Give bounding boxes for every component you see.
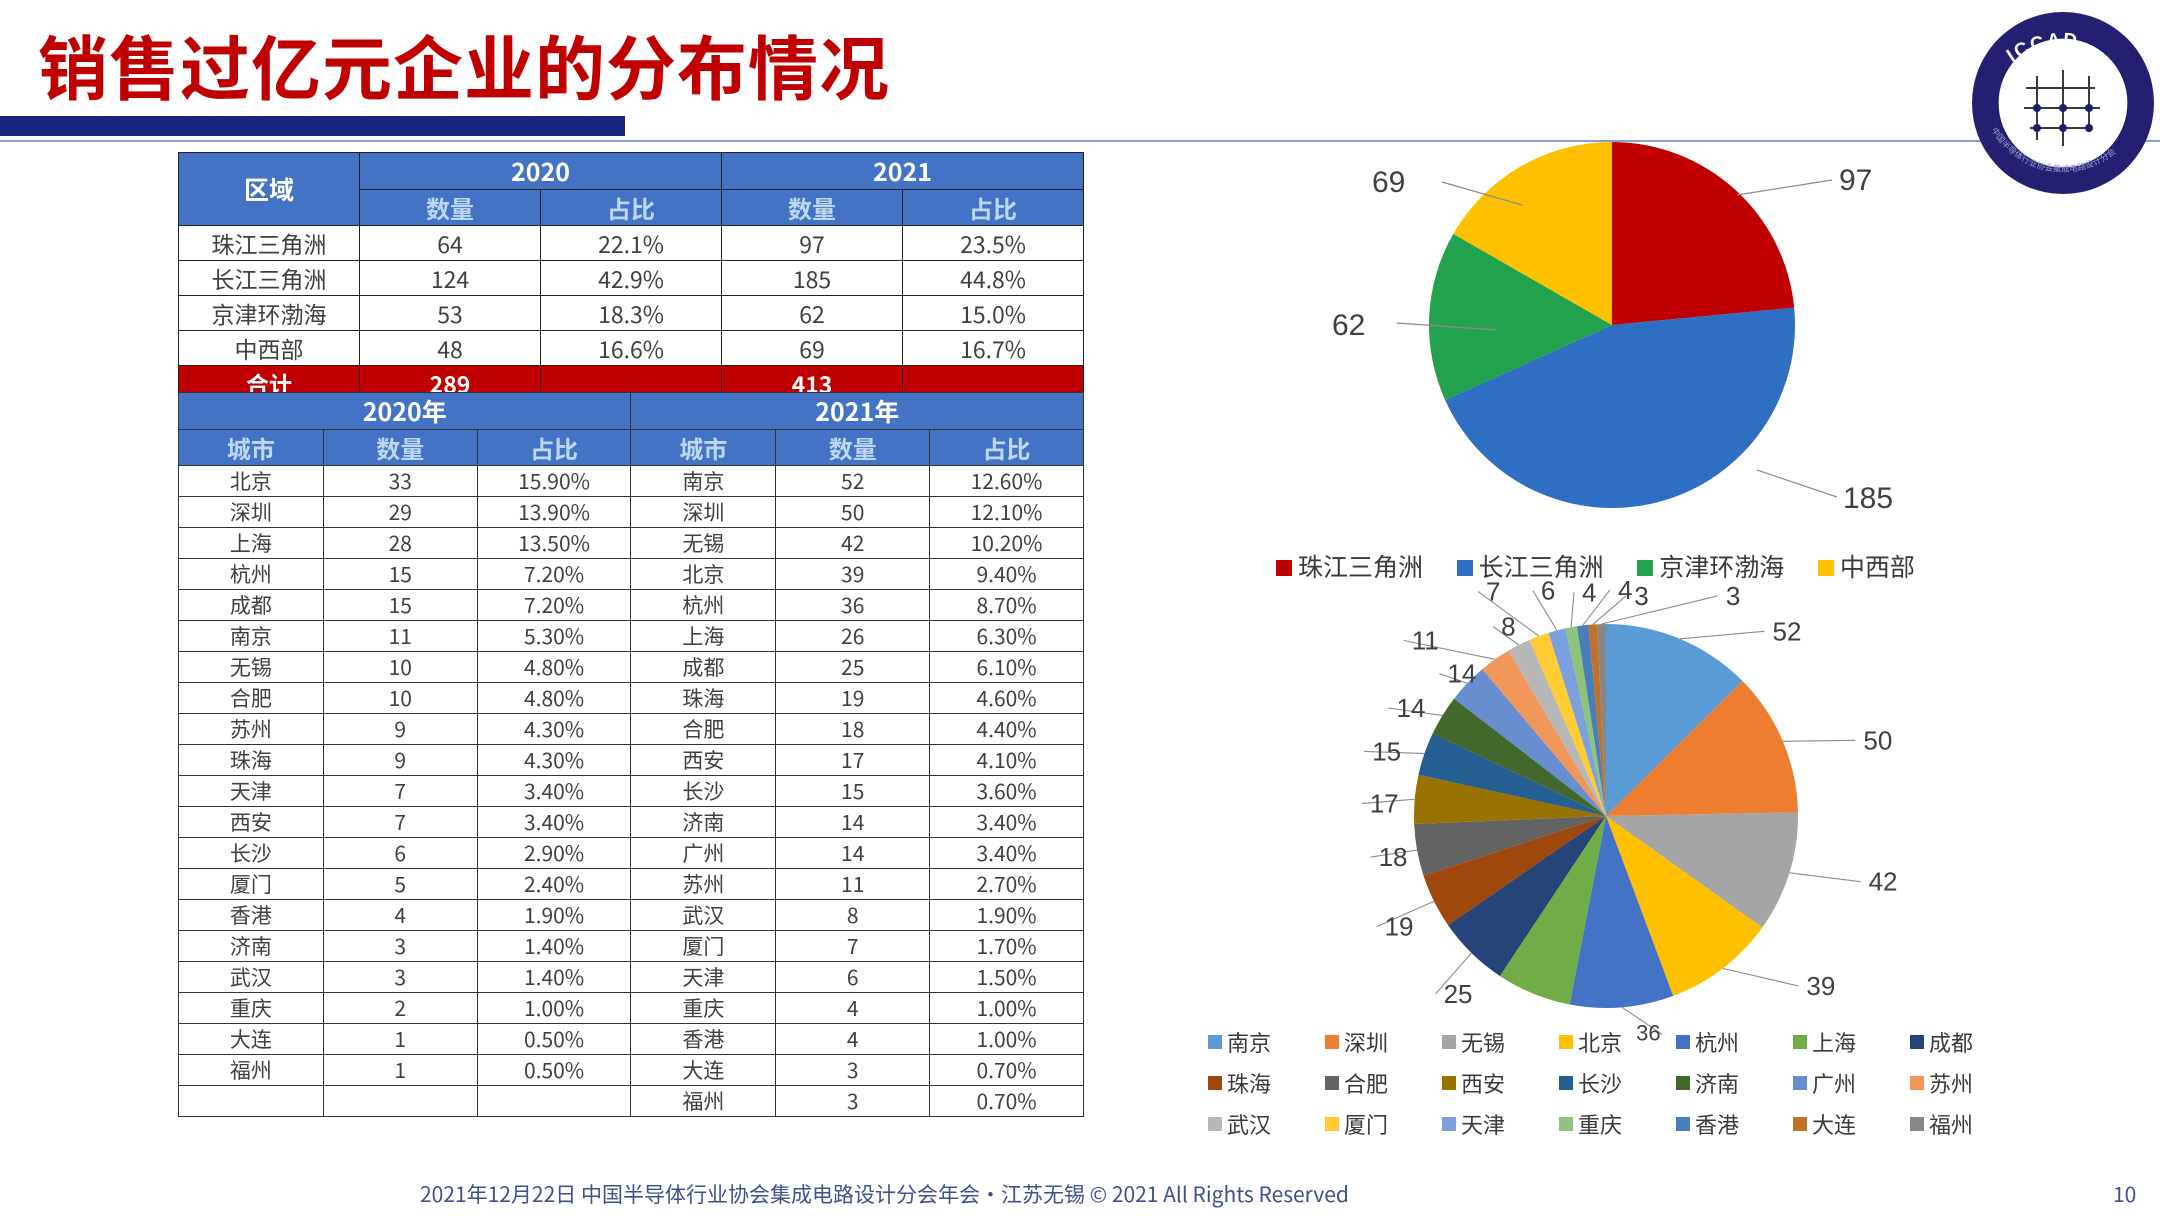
svg-text:8: 8 [1501,612,1515,642]
svg-text:62: 62 [1332,309,1365,342]
svg-text:97: 97 [1839,164,1872,197]
svg-text:52: 52 [1773,616,1802,646]
svg-text:42: 42 [1869,867,1898,897]
svg-text:17: 17 [1370,789,1399,819]
svg-text:7: 7 [1486,576,1500,606]
svg-text:19: 19 [1385,912,1414,942]
svg-text:3: 3 [1726,581,1740,611]
svg-text:3: 3 [1634,581,1648,611]
svg-text:69: 69 [1372,166,1405,199]
svg-text:39: 39 [1806,971,1835,1001]
svg-text:18: 18 [1379,842,1408,872]
svg-text:6: 6 [1541,576,1555,606]
svg-text:50: 50 [1863,725,1892,755]
svg-text:4: 4 [1582,577,1596,607]
svg-text:14: 14 [1447,659,1476,689]
svg-text:11: 11 [1412,626,1439,656]
svg-text:15: 15 [1372,736,1401,766]
svg-text:25: 25 [1444,979,1473,1009]
svg-text:14: 14 [1397,693,1426,723]
